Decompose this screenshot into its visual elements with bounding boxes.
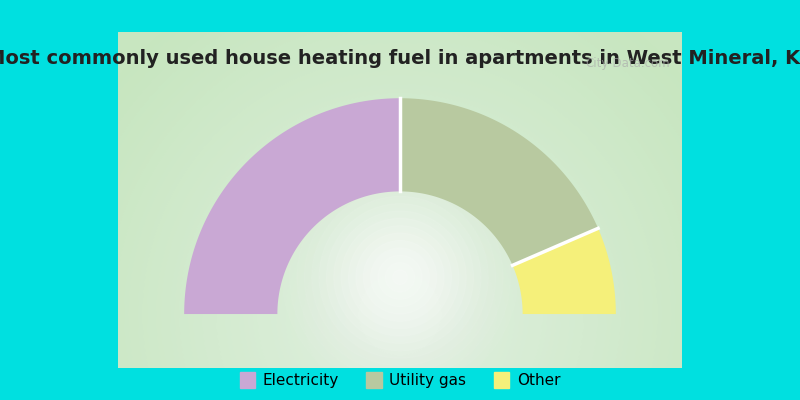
Circle shape [42, 0, 758, 400]
Circle shape [129, 43, 671, 400]
Circle shape [198, 112, 602, 400]
Circle shape [340, 254, 460, 374]
Circle shape [211, 126, 589, 400]
Circle shape [82, 0, 718, 400]
Circle shape [258, 172, 542, 400]
Circle shape [46, 0, 754, 400]
Circle shape [134, 47, 666, 400]
Circle shape [55, 0, 745, 400]
Circle shape [391, 305, 409, 323]
Circle shape [202, 116, 598, 400]
Circle shape [64, 0, 736, 400]
Circle shape [230, 144, 570, 400]
Circle shape [345, 259, 455, 369]
Circle shape [69, 0, 731, 400]
Circle shape [119, 34, 681, 400]
Circle shape [32, 0, 768, 400]
Circle shape [304, 182, 496, 373]
Circle shape [115, 29, 685, 400]
Circle shape [166, 80, 634, 400]
Circle shape [341, 218, 459, 336]
Circle shape [189, 102, 611, 400]
Circle shape [318, 231, 482, 397]
Circle shape [326, 240, 474, 388]
Legend: Electricity, Utility gas, Other: Electricity, Utility gas, Other [234, 366, 566, 394]
Circle shape [334, 211, 466, 344]
Circle shape [226, 139, 574, 400]
Circle shape [147, 61, 653, 400]
Circle shape [37, 0, 763, 400]
Circle shape [358, 273, 442, 356]
Circle shape [152, 66, 648, 400]
Circle shape [393, 270, 407, 285]
Circle shape [174, 89, 626, 400]
Circle shape [326, 204, 474, 351]
Circle shape [395, 310, 405, 319]
Circle shape [363, 240, 437, 314]
Circle shape [234, 148, 566, 400]
Circle shape [138, 52, 662, 400]
Circle shape [110, 24, 690, 400]
Circle shape [285, 199, 515, 400]
Circle shape [92, 6, 708, 400]
Circle shape [248, 162, 552, 400]
Circle shape [378, 255, 422, 299]
Circle shape [356, 233, 444, 322]
Circle shape [276, 190, 524, 400]
Circle shape [244, 158, 556, 400]
Circle shape [294, 208, 506, 400]
Circle shape [322, 236, 478, 392]
Circle shape [74, 0, 726, 400]
Text: Most commonly used house heating fuel in apartments in West Mineral, KS: Most commonly used house heating fuel in… [0, 49, 800, 68]
Circle shape [281, 194, 519, 400]
Polygon shape [400, 98, 598, 265]
Circle shape [363, 277, 437, 351]
Circle shape [331, 245, 469, 383]
Circle shape [193, 107, 607, 400]
Circle shape [78, 0, 722, 400]
Circle shape [271, 185, 529, 400]
Circle shape [253, 167, 547, 400]
Circle shape [349, 226, 451, 329]
Circle shape [106, 20, 694, 400]
Circle shape [50, 0, 750, 400]
Circle shape [308, 222, 492, 400]
Circle shape [207, 121, 593, 400]
Circle shape [124, 38, 676, 400]
Circle shape [266, 181, 534, 400]
Circle shape [336, 250, 464, 378]
Circle shape [373, 286, 427, 342]
Polygon shape [513, 228, 616, 314]
Polygon shape [184, 98, 400, 314]
Circle shape [290, 204, 510, 400]
Circle shape [221, 135, 579, 400]
Circle shape [161, 75, 639, 400]
Circle shape [382, 296, 418, 332]
Circle shape [377, 291, 423, 337]
Circle shape [239, 153, 561, 400]
Circle shape [368, 282, 432, 346]
Circle shape [312, 189, 488, 366]
Circle shape [299, 213, 501, 400]
Circle shape [262, 176, 538, 400]
Circle shape [60, 0, 740, 400]
Circle shape [179, 93, 621, 400]
Circle shape [319, 196, 481, 358]
Circle shape [216, 130, 584, 400]
Text: City-Data.com: City-Data.com [585, 56, 670, 70]
Circle shape [97, 10, 703, 400]
Circle shape [170, 84, 630, 400]
Circle shape [156, 70, 644, 400]
Circle shape [313, 227, 487, 400]
Circle shape [142, 56, 658, 400]
Circle shape [350, 264, 450, 365]
Circle shape [370, 248, 430, 307]
Circle shape [386, 300, 414, 328]
Circle shape [87, 1, 713, 400]
Circle shape [303, 218, 497, 400]
Circle shape [354, 268, 446, 360]
Circle shape [101, 15, 699, 400]
Circle shape [184, 98, 616, 400]
Circle shape [386, 262, 414, 292]
